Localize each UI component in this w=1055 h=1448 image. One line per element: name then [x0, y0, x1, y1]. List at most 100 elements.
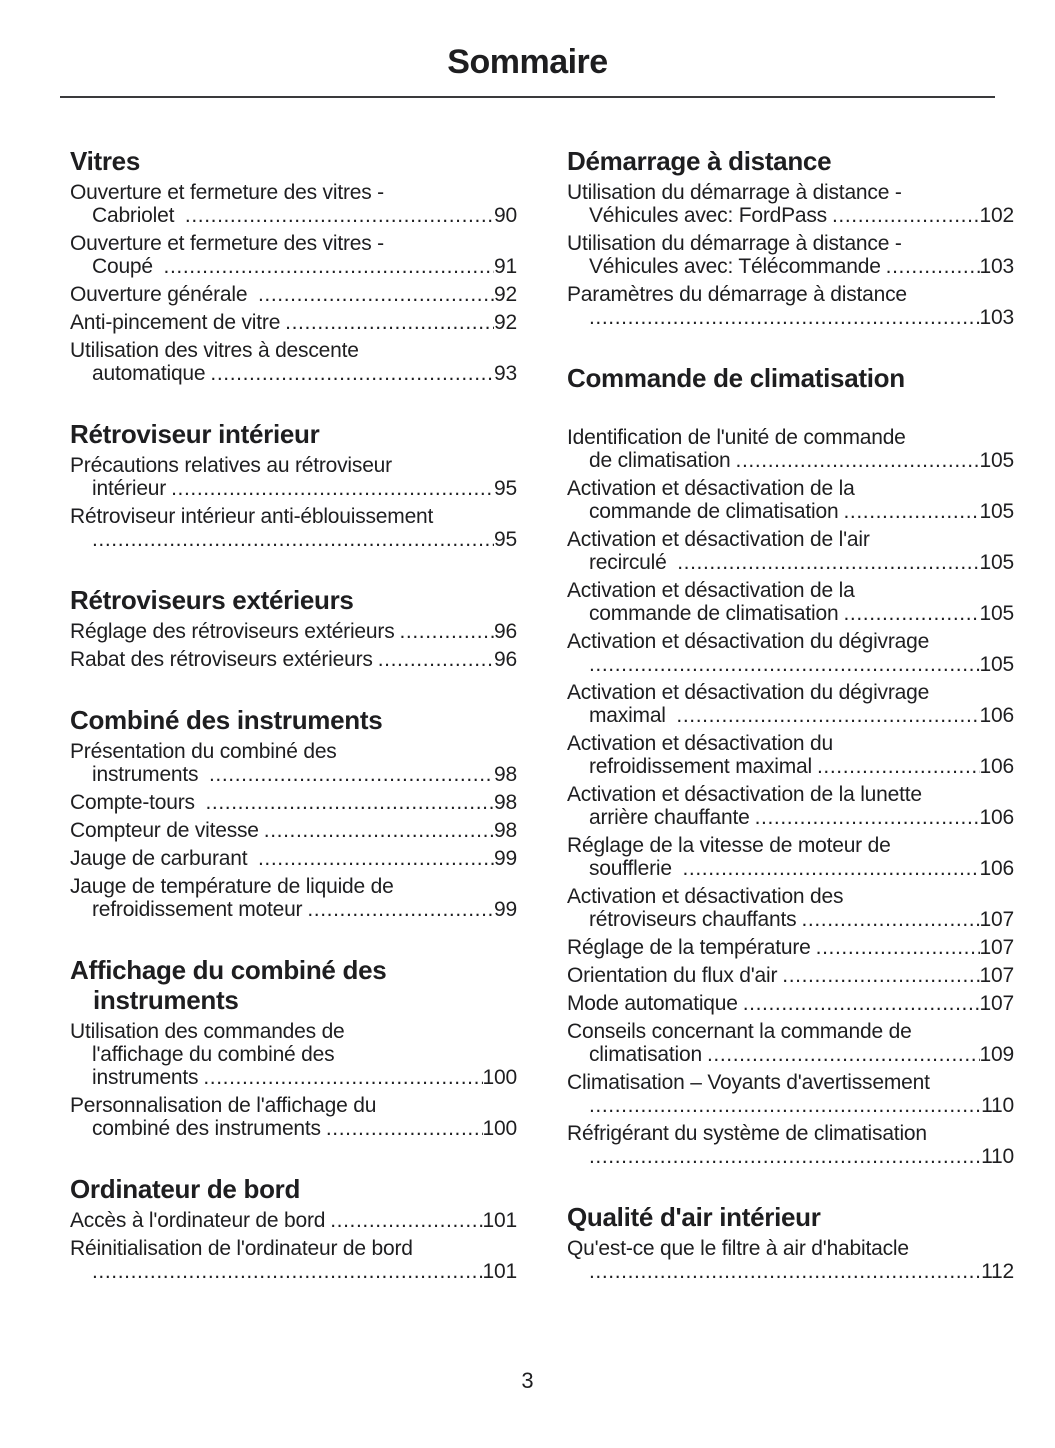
toc-entry: Paramètres du démarrage à distance 103	[567, 283, 1014, 329]
page-title: Sommaire	[447, 43, 608, 81]
entry-label-line: Activation et désactivation de la	[567, 477, 855, 500]
toc-section: Combiné des instruments Présentation du c…	[70, 705, 517, 921]
entry-leader-row: intérieur 95	[70, 477, 517, 500]
entry-leader-row: 103	[567, 306, 1015, 329]
toc-entry: Orientation du flux d'air 107	[567, 964, 1014, 987]
entry-label-tail: commande de climatisation	[589, 602, 839, 625]
toc-entry: Identification de l'unité de commande de …	[567, 426, 1014, 472]
dot-leader	[171, 477, 494, 500]
entry-label-line: Utilisation des commandes de	[70, 1020, 345, 1043]
entry-leader-row: climatisation 109	[567, 1043, 1014, 1066]
entry-leader-row: 112	[567, 1260, 1014, 1283]
entry-label-tail: Rabat des rétroviseurs extérieurs	[70, 648, 373, 671]
entry-page-number: 93	[494, 362, 517, 385]
section-heading: Démarrage à distance	[567, 146, 832, 176]
entry-page-number: 106	[979, 806, 1015, 829]
entry-page-number: 106	[979, 704, 1015, 727]
entry-page-number: 100	[482, 1066, 518, 1089]
entry-page-number: 98	[494, 819, 517, 842]
entry-leader-row: Compte-tours 98	[70, 791, 517, 814]
entry-leader-row: refroidissement moteur 99	[70, 898, 517, 921]
entry-page-number: 101	[482, 1260, 518, 1283]
entry-page-number: 95	[494, 477, 517, 500]
dot-leader	[801, 908, 979, 931]
entry-leader-row: Rabat des rétroviseurs extérieurs 96	[70, 648, 517, 671]
toc-entry: Activation et désactivation des rétrovise…	[567, 885, 1014, 931]
entry-label-line: Réfrigérant du système de climatisation	[567, 1122, 927, 1145]
entry-label-tail: Réglage de la température	[567, 936, 811, 959]
entry-leader-row: 95	[70, 528, 517, 551]
toc-section: Affichage du combiné des instruments Utili…	[70, 955, 517, 1140]
entry-label-tail: instruments	[92, 1066, 199, 1089]
entry-page-number: 112	[981, 1260, 1014, 1283]
section-heading: Commande de climatisation	[567, 363, 905, 393]
toc-entry: Utilisation du démarrage à distance - Véh…	[567, 232, 1014, 278]
section-heading: Affichage du combiné des instruments	[70, 955, 387, 1015]
entry-page-number: 96	[494, 620, 517, 643]
entry-label-tail: Compte-tours	[70, 791, 201, 814]
entry-leader-row: automatique 93	[70, 362, 517, 385]
entry-label-tail: commande de climatisation	[589, 500, 839, 523]
entry-page-number: 107	[979, 964, 1015, 987]
entry-leader-row: 105	[567, 653, 1015, 676]
entry-page-number: 107	[979, 992, 1015, 1015]
toc-entry: Compteur de vitesse 98	[70, 819, 517, 842]
toc-entry: Anti-pincement de vitre 92	[70, 311, 517, 334]
toc-entry: Conseils concernant la commande de climat…	[567, 1020, 1014, 1066]
toc-entry: Ouverture générale 92	[70, 283, 517, 306]
entry-label-tail: intérieur	[92, 477, 167, 500]
toc-entry: Utilisation des vitres à descente automat…	[70, 339, 517, 385]
section-heading: Ordinateur de bord	[70, 1174, 301, 1204]
dot-leader	[378, 648, 494, 671]
entry-label-line: Activation et désactivation du	[567, 732, 833, 755]
dot-leader	[886, 255, 980, 278]
entry-page-number: 99	[494, 847, 517, 870]
toc-entry: Ouverture et fermeture des vitres - Cabri…	[70, 181, 517, 227]
entry-label-line: Activation et désactivation du dégivrage	[567, 630, 930, 653]
entry-label-tail: Anti-pincement de vitre	[70, 311, 281, 334]
entry-leader-row: rétroviseurs chauffants 107	[567, 908, 1014, 931]
toc-entry: Réinitialisation de l'ordinateur de bord…	[70, 1237, 517, 1283]
entry-leader-row: refroidissement maximal 106	[567, 755, 1014, 778]
dot-leader	[589, 1094, 981, 1117]
entry-label-tail: instruments	[92, 763, 204, 786]
entry-label-line: Utilisation du démarrage à distance -	[567, 181, 902, 204]
dot-leader	[736, 449, 980, 472]
entry-label-tail: Orientation du flux d'air	[567, 964, 778, 987]
entry-label-line: Paramètres du démarrage à distance	[567, 283, 907, 306]
toc-section: Ordinateur de bord Accès à l'ordinateur d…	[70, 1174, 517, 1283]
entry-leader-row: commande de climatisation 105	[567, 500, 1014, 523]
dot-leader	[677, 551, 979, 574]
entry-label-tail: soufflerie	[589, 857, 678, 880]
entry-label-tail: rétroviseurs chauffants	[589, 908, 797, 931]
toc-section: Commande de climatisation Identification …	[567, 363, 1014, 1168]
toc-entry: Ouverture et fermeture des vitres - Coupé…	[70, 232, 517, 278]
dot-leader	[843, 500, 979, 523]
entry-page-number: 91	[494, 255, 517, 278]
entry-label-tail: de climatisation	[589, 449, 731, 472]
toc-entry: Réglage de la vitesse de moteur de souffl…	[567, 834, 1014, 880]
entry-page-number: 103	[979, 306, 1015, 329]
dot-leader	[92, 528, 494, 551]
entry-label-tail: Accès à l'ordinateur de bord	[70, 1209, 326, 1232]
page-number: 3	[521, 1368, 534, 1393]
entry-label-tail: refroidissement maximal	[589, 755, 812, 778]
dot-leader	[743, 992, 980, 1015]
toc-entry: Personnalisation de l'affichage du combin…	[70, 1094, 517, 1140]
entry-label-tail: combiné des instruments	[92, 1117, 321, 1140]
dot-leader	[817, 755, 980, 778]
dot-leader	[816, 936, 980, 959]
entry-label-tail: automatique	[92, 362, 206, 385]
entry-label-tail: Jauge de carburant	[70, 847, 253, 870]
dot-leader	[326, 1117, 483, 1140]
entry-label-line: Réinitialisation de l'ordinateur de bord	[70, 1237, 413, 1260]
dot-leader	[285, 311, 494, 334]
entry-leader-row: commande de climatisation 105	[567, 602, 1014, 625]
dot-leader	[400, 620, 495, 643]
entry-label-tail: Coupé	[92, 255, 159, 278]
entry-page-number: 101	[482, 1209, 518, 1232]
entry-label-tail: Véhicules avec: FordPass	[589, 204, 827, 227]
toc-entry: Jauge de température de liquide de refroi…	[70, 875, 517, 921]
